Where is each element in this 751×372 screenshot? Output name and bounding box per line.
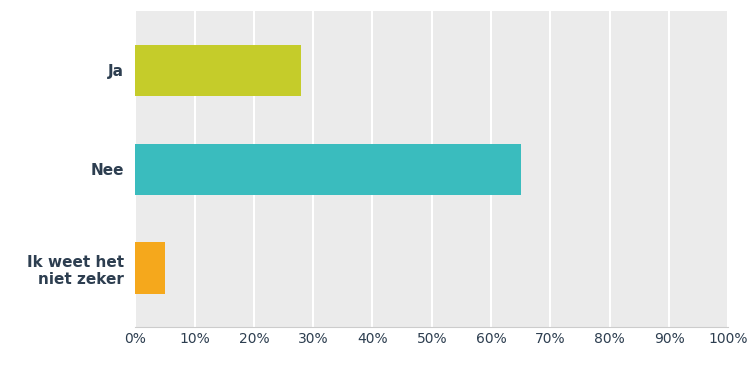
Bar (135, 243, 165, 294)
Bar (135, 144, 521, 195)
Bar (135, 45, 301, 96)
